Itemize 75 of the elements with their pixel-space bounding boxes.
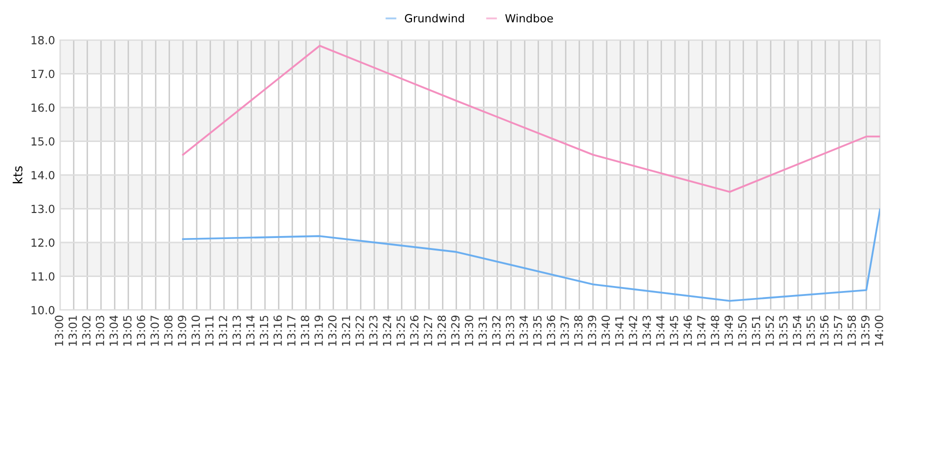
- x-tick-label: 13:35: [533, 316, 542, 346]
- x-tick-label: 13:17: [287, 316, 296, 346]
- x-tick-label: 13:41: [615, 316, 624, 346]
- x-tick-label: 13:55: [806, 316, 815, 346]
- x-tick-label: 13:54: [792, 315, 802, 346]
- x-tick-label: 13:16: [274, 316, 282, 346]
- x-tick-label: 13:38: [574, 316, 583, 346]
- y-tick-label: 13.0: [32, 204, 54, 214]
- x-tick-label: 13:36: [546, 316, 556, 346]
- line-series: [182, 44, 880, 193]
- x-tick-label: 13:58: [848, 316, 856, 346]
- x-tick-label: 13:19: [314, 316, 323, 346]
- y-tick-label: 15.0: [32, 137, 54, 146]
- x-tick-label: 13:30: [464, 316, 474, 346]
- line-series: [182, 208, 880, 302]
- legend-label: Windboe: [505, 14, 553, 22]
- y-tick-label: 16.0: [32, 103, 54, 112]
- x-tick-label: 13:39: [588, 316, 596, 346]
- x-tick-label: 13:07: [150, 316, 159, 346]
- x-tick-label: 13:43: [642, 316, 651, 346]
- x-tick-label: 13:03: [96, 316, 104, 346]
- x-tick-label: 13:26: [410, 316, 419, 346]
- x-tick-label: 13:34: [520, 315, 528, 346]
- x-tick-label: 13:46: [684, 316, 692, 346]
- x-tick-label: 13:02: [82, 316, 91, 346]
- x-tick-label: 13:56: [820, 316, 829, 346]
- x-tick-label: 13:50: [738, 316, 747, 346]
- x-tick-label: 13:01: [68, 316, 77, 346]
- x-tick-label: 13:40: [602, 316, 610, 346]
- y-tick-label: 10.0: [32, 306, 54, 314]
- x-tick-label: 13:13: [232, 316, 241, 346]
- x-tick-label: 13:08: [164, 316, 173, 346]
- x-tick-label: 13:45: [670, 316, 678, 346]
- x-tick-label: 13:33: [506, 316, 514, 346]
- x-tick-label: 13:11: [205, 316, 214, 346]
- x-tick-label: 13:10: [192, 316, 200, 346]
- legend-label: Grundwind: [404, 14, 464, 22]
- x-tick-label: 13:25: [396, 316, 405, 346]
- x-tick-label: 13:32: [492, 316, 501, 346]
- y-tick-label: 18.0: [32, 36, 54, 44]
- x-tick-label: 13:59: [861, 316, 870, 346]
- x-tick-label: 13:05: [123, 316, 132, 346]
- x-tick-label: 13:14: [246, 315, 255, 346]
- x-tick-label: 13:47: [697, 316, 706, 346]
- x-tick-label: 13:09: [178, 316, 186, 346]
- x-tick-label: 13:23: [369, 316, 378, 346]
- x-tick-label: 13:04: [110, 315, 118, 346]
- x-tick-label: 13:29: [451, 316, 460, 346]
- x-tick-label: 13:53: [779, 316, 788, 346]
- x-tick-label: 13:06: [136, 316, 146, 346]
- x-tick-label: 13:28: [438, 316, 446, 346]
- y-tick-label: 11.0: [32, 272, 54, 281]
- x-tick-label: 14:00: [874, 316, 884, 346]
- x-tick-label: 13:20: [328, 316, 337, 346]
- x-tick-label: 13:48: [710, 316, 720, 346]
- x-tick-label: 13:24: [382, 315, 392, 346]
- x-tick-label: 13:18: [300, 316, 310, 346]
- x-tick-label: 13:49: [724, 316, 733, 346]
- y-tick-label: 17.0: [32, 70, 54, 78]
- x-tick-label: 13:51: [752, 316, 760, 346]
- x-tick-label: 13:52: [766, 316, 774, 346]
- x-tick-label: 13:00: [54, 316, 64, 346]
- x-tick-label: 13:12: [218, 316, 228, 346]
- y-tick-label: 14.0: [32, 170, 54, 180]
- x-tick-label: 13:44: [656, 315, 665, 346]
- y-axis-title: kts: [12, 166, 22, 184]
- x-tick-label: 13:57: [834, 316, 842, 346]
- x-tick-label: 13:21: [342, 316, 350, 346]
- x-tick-label: 13:42: [628, 316, 638, 346]
- x-tick-label: 13:31: [478, 316, 487, 346]
- x-tick-label: 13:37: [560, 316, 569, 346]
- x-tick-label: 13:22: [356, 316, 364, 346]
- x-tick-label: 13:15: [260, 316, 268, 346]
- x-tick-label: 13:27: [424, 316, 432, 346]
- y-tick-label: 12.0: [32, 238, 54, 247]
